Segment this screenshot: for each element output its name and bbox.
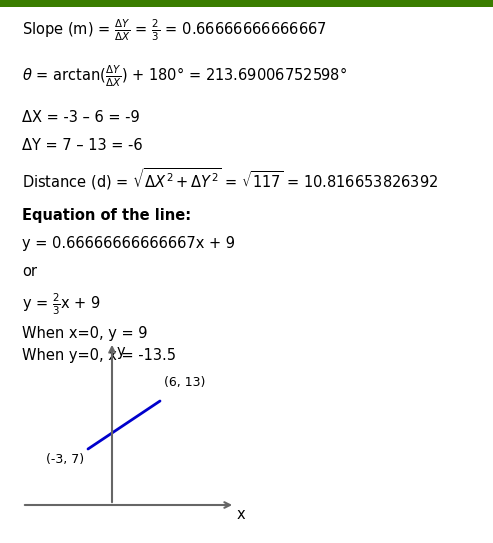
Text: (-3, 7): (-3, 7)	[46, 453, 84, 466]
Text: When x=0, y = 9: When x=0, y = 9	[22, 326, 147, 341]
Text: ΔY = 7 – 13 = -6: ΔY = 7 – 13 = -6	[22, 138, 142, 153]
Text: $\theta$ = arctan($\frac{\Delta Y}{\Delta X}$) + 180° = 213.69006752598°: $\theta$ = arctan($\frac{\Delta Y}{\Delt…	[22, 64, 347, 90]
Text: Equation of the line:: Equation of the line:	[22, 208, 191, 223]
Text: Slope (m) = $\frac{\Delta Y}{\Delta X}$ = $\frac{2}{3}$ = 0.66666666666667: Slope (m) = $\frac{\Delta Y}{\Delta X}$ …	[22, 18, 327, 43]
Text: y = $\frac{2}{3}$x + 9: y = $\frac{2}{3}$x + 9	[22, 292, 101, 317]
Text: or: or	[22, 264, 37, 279]
Text: ΔX = -3 – 6 = -9: ΔX = -3 – 6 = -9	[22, 110, 140, 125]
Text: (6, 13): (6, 13)	[164, 376, 206, 389]
Text: y: y	[117, 344, 126, 359]
Bar	[0, 0, 493, 7]
Text: x: x	[237, 507, 246, 522]
Text: When y=0, x = -13.5: When y=0, x = -13.5	[22, 348, 176, 363]
Text: Distance (d) = $\sqrt{\Delta X^2 + \Delta Y^2}$ = $\sqrt{117}$ = 10.816653826392: Distance (d) = $\sqrt{\Delta X^2 + \Delt…	[22, 166, 438, 192]
Text: y = 0.66666666666667x + 9: y = 0.66666666666667x + 9	[22, 236, 235, 251]
